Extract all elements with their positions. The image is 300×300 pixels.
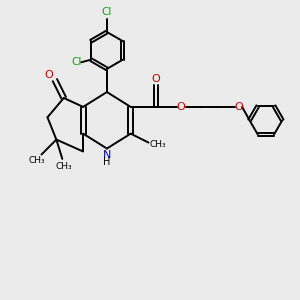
Text: Cl: Cl (72, 57, 82, 67)
Text: O: O (177, 102, 186, 112)
Text: O: O (44, 70, 53, 80)
Text: O: O (234, 102, 243, 112)
Text: CH₃: CH₃ (56, 162, 72, 171)
Text: Cl: Cl (102, 7, 112, 17)
Text: O: O (152, 74, 160, 84)
Text: CH₃: CH₃ (149, 140, 166, 148)
Text: H: H (103, 157, 111, 167)
Text: N: N (103, 150, 111, 160)
Text: CH₃: CH₃ (29, 156, 45, 165)
